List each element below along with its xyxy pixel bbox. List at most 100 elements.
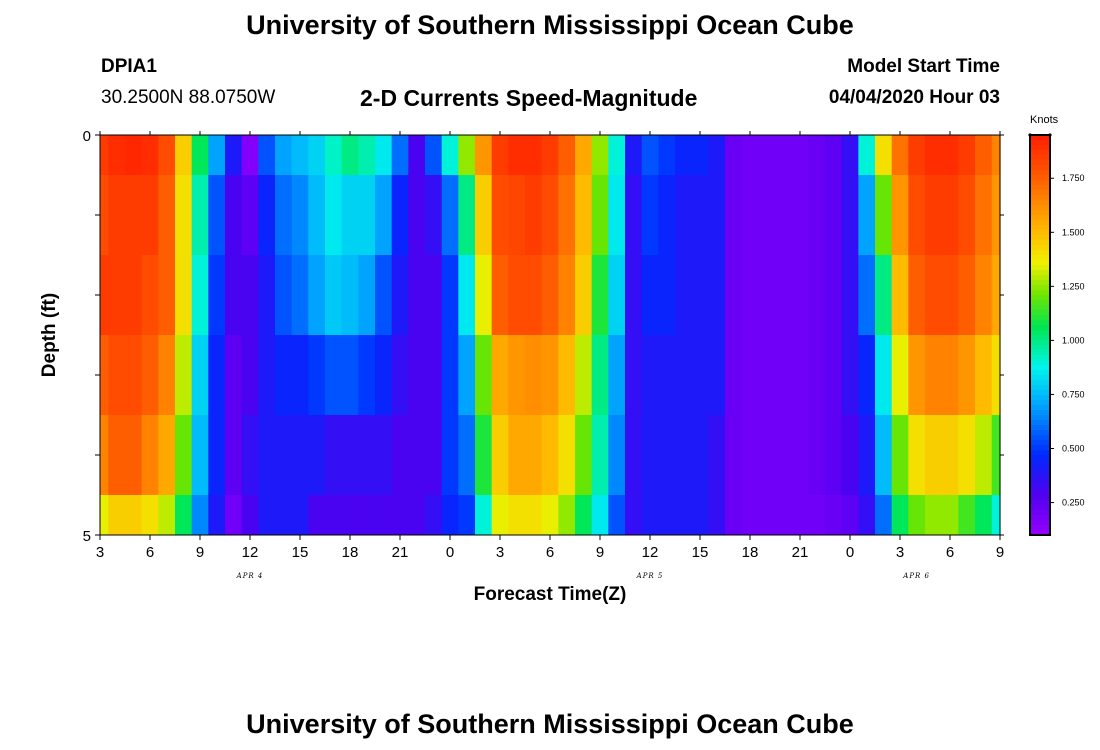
heatmap-cell [491,495,509,536]
heatmap-cell [841,135,859,176]
heatmap-cell [875,255,893,336]
heatmap-cell [141,415,159,496]
heatmap-cell [875,175,893,256]
colorbar-swatch [1030,365,1050,371]
heatmap-cell [275,175,293,256]
heatmap-cell [141,175,159,256]
heatmap-cell [508,495,526,536]
heatmap-cell [741,255,759,336]
heatmap-cell [225,415,243,496]
colorbar-swatch [1030,415,1050,421]
heatmap-cell [908,135,926,176]
heatmap-cell [875,135,893,176]
colorbar-swatch [1030,470,1050,476]
heatmap-cell [941,255,959,336]
heatmap-cell [508,335,526,416]
x-tick-label: 9 [596,544,604,561]
heatmap-cell [325,415,343,496]
heatmap-cell [608,495,626,536]
colorbar-swatch [1030,440,1050,446]
heatmap-cell [691,495,709,536]
heatmap-cell [858,495,876,536]
heatmap-cell [258,495,276,536]
colorbar-swatch [1030,500,1050,506]
heatmap-cell [675,335,693,416]
colorbar-swatch [1030,315,1050,321]
heatmap-cell [441,175,459,256]
heatmap-cell [625,415,643,496]
colorbar-tick-label: 1.750 [1062,173,1085,183]
heatmap-cell [608,175,626,256]
heatmap-cell [458,175,476,256]
heatmap-cell [658,175,676,256]
model-start-time: 04/04/2020 Hour 03 [828,87,1000,108]
heatmap-cell [475,495,493,536]
heatmap-cell [341,175,359,256]
colorbar-swatch [1030,205,1050,211]
heatmap-cell [675,175,693,256]
heatmap-cell [941,495,959,536]
heatmap-cell [925,175,943,256]
heatmap-cell [825,175,843,256]
heatmap-cell [958,495,976,536]
heatmap-cell [341,335,359,416]
colorbar-swatch [1030,425,1050,431]
heatmap-cell [941,175,959,256]
heatmap-cell [475,335,493,416]
colorbar-swatch [1030,305,1050,311]
heatmap-cell [225,135,243,176]
heatmap-cell [191,255,209,336]
heatmap-cell [175,415,193,496]
heatmap-cell [558,495,576,536]
heatmap-cell [741,415,759,496]
heatmap-cell [708,495,726,536]
heatmap-cell [875,495,893,536]
heatmap-cell [225,495,243,536]
heatmap-cell [808,415,826,496]
heatmap-cell [341,255,359,336]
heatmap-cell [575,415,593,496]
heatmap-cell [691,415,709,496]
heatmap-cell [741,495,759,536]
heatmap-cell [641,495,659,536]
heatmap-cell [891,335,909,416]
x-tick-label: 6 [146,544,154,561]
colorbar-swatch [1030,290,1050,296]
heatmap-cell [991,335,1001,416]
heatmap-cell [141,495,159,536]
x-tick-label: 15 [692,544,709,561]
x-axis-label: Forecast Time(Z) [473,584,627,605]
heatmap-cell [191,335,209,416]
heatmap-cell [175,335,193,416]
heatmap-cell [258,255,276,336]
heatmap-cell [725,175,743,256]
heatmap-cell [525,255,543,336]
heatmap-cell [391,255,409,336]
heatmap-cell [675,415,693,496]
heatmap-cell [625,495,643,536]
heatmap-cell [100,255,109,336]
heatmap-cell [175,255,193,336]
heatmap-cell [991,415,1001,496]
heatmap-cell [858,135,876,176]
heatmap-cell [325,495,343,536]
date-label: APR 4 [236,572,264,580]
heatmap-cell [691,335,709,416]
colorbar-swatch [1030,225,1050,231]
heatmap-cell [825,415,843,496]
heatmap-cell [725,255,743,336]
colorbar-swatch [1030,525,1050,531]
colorbar-tick-label: 0.250 [1062,498,1085,508]
heatmap-cell [725,415,743,496]
colorbar-swatch [1030,200,1050,206]
heatmap-cell [108,175,126,256]
heatmap-cell [675,495,693,536]
colorbar-swatch [1030,295,1050,301]
heatmap-cell [391,135,409,176]
heatmap-cell [558,415,576,496]
heatmap-cell [975,495,993,536]
heatmap-cell [141,335,159,416]
colorbar-swatch [1030,465,1050,471]
x-tick-label: 21 [792,544,809,561]
heatmap-cell [608,335,626,416]
